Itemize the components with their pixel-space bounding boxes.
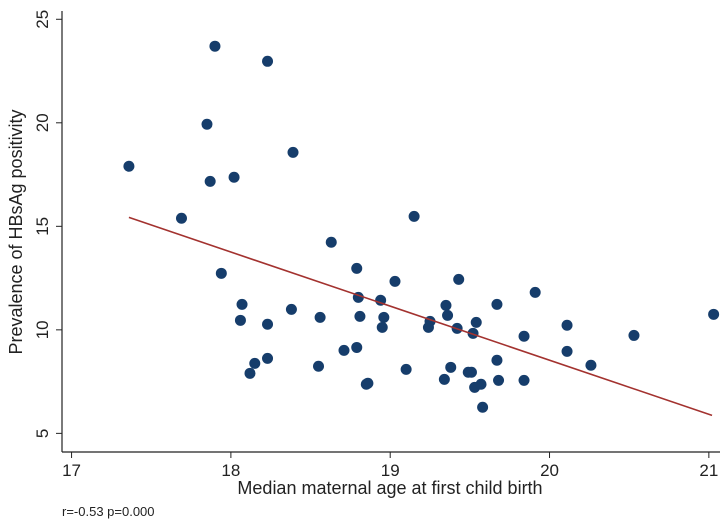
point bbox=[378, 311, 390, 323]
point bbox=[442, 309, 454, 321]
point bbox=[518, 330, 530, 342]
point bbox=[422, 321, 434, 333]
fit-line bbox=[128, 216, 713, 417]
point bbox=[389, 275, 401, 287]
point bbox=[518, 374, 530, 386]
point bbox=[351, 341, 363, 353]
point bbox=[175, 212, 187, 224]
point bbox=[325, 236, 337, 248]
point bbox=[228, 171, 240, 183]
x-tick-label: 20 bbox=[540, 461, 559, 480]
point bbox=[453, 273, 465, 285]
x-tick-label: 19 bbox=[381, 461, 400, 480]
point bbox=[314, 311, 326, 323]
point bbox=[313, 360, 325, 372]
point bbox=[440, 299, 452, 311]
point bbox=[585, 359, 597, 371]
point bbox=[249, 357, 261, 369]
x-tick-label: 18 bbox=[221, 461, 240, 480]
point bbox=[475, 378, 487, 390]
point bbox=[529, 286, 541, 298]
x-tick-label: 17 bbox=[62, 461, 81, 480]
point bbox=[234, 314, 246, 326]
point bbox=[354, 310, 366, 322]
point bbox=[561, 319, 573, 331]
point bbox=[338, 344, 350, 356]
point bbox=[287, 146, 299, 158]
x-tick-label: 21 bbox=[699, 461, 718, 480]
point bbox=[467, 327, 479, 339]
point bbox=[204, 175, 216, 187]
point bbox=[408, 210, 420, 222]
point bbox=[262, 352, 274, 364]
point bbox=[493, 374, 505, 386]
point bbox=[285, 303, 297, 315]
point bbox=[470, 316, 482, 328]
x-axis-label: Median maternal age at first child birth bbox=[237, 478, 542, 498]
point bbox=[262, 55, 274, 67]
point bbox=[400, 363, 412, 375]
point bbox=[561, 345, 573, 357]
y-axis-label: Prevalence of HBsAg positivity bbox=[6, 109, 26, 354]
point bbox=[215, 267, 227, 279]
point bbox=[201, 118, 213, 130]
point bbox=[491, 354, 503, 366]
point bbox=[445, 361, 457, 373]
y-tick-label: 20 bbox=[33, 113, 52, 132]
point bbox=[465, 366, 477, 378]
point bbox=[491, 298, 503, 310]
point bbox=[628, 329, 640, 341]
point bbox=[262, 318, 274, 330]
y-tick-label: 15 bbox=[33, 217, 52, 236]
point bbox=[236, 298, 248, 310]
y-tick-label: 5 bbox=[33, 429, 52, 438]
y-tick-label: 25 bbox=[33, 10, 52, 29]
point bbox=[123, 160, 135, 172]
point bbox=[376, 321, 388, 333]
point bbox=[708, 308, 720, 320]
point bbox=[244, 367, 256, 379]
annotation: r=-0.53 p=0.000 bbox=[62, 504, 155, 519]
y-tick-label: 10 bbox=[33, 320, 52, 339]
point bbox=[438, 373, 450, 385]
point bbox=[362, 377, 374, 389]
point bbox=[351, 262, 363, 274]
point bbox=[209, 40, 221, 52]
point bbox=[477, 401, 489, 413]
